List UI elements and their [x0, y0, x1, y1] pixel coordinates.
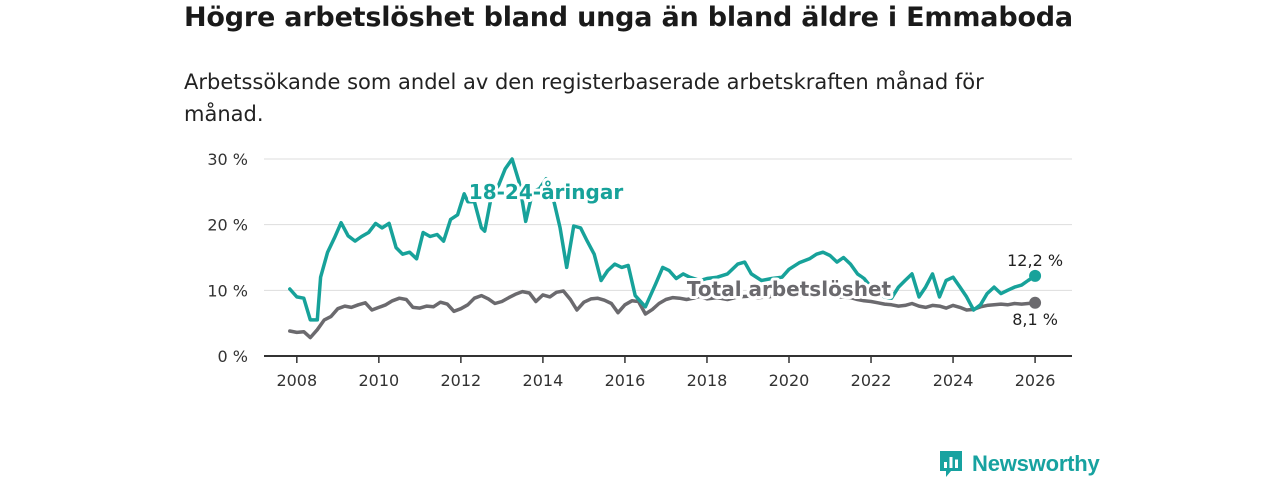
series-end-point-youth: [1029, 269, 1042, 282]
x-tick-label: 2024: [933, 371, 974, 390]
series-label-youth: 18-24-åringar: [469, 180, 624, 204]
y-tick-label: 10 %: [207, 281, 248, 300]
series-line-youth: [288, 157, 1037, 322]
y-tick-label: 30 %: [207, 150, 248, 169]
end-value-label-total: 8,1 %: [1012, 310, 1058, 329]
chart-title: Högre arbetslöshet bland unga än bland ä…: [184, 2, 1073, 33]
series-end-point-total: [1029, 296, 1042, 309]
y-tick-label: 20 %: [207, 216, 248, 235]
y-tick-label: 0 %: [218, 347, 248, 366]
series-label-total: Total arbetslöshet: [687, 277, 892, 301]
x-tick-label: 2020: [769, 371, 810, 390]
x-tick-label: 2012: [441, 371, 482, 390]
chart-subtitle: Arbetssökande som andel av den registerb…: [184, 70, 984, 126]
brand-name: Newsworthy: [972, 451, 1100, 476]
line-chart: 0 % 10 % 20 % 30 % 2008 2010 2012 2014 2016 2018 2…: [207, 150, 1072, 390]
x-tick-label: 2018: [687, 371, 728, 390]
newsworthy-logo-icon: [940, 451, 962, 477]
newsworthy-logo[interactable]: Newsworthy: [938, 449, 1100, 479]
x-tick-label: 2026: [1015, 371, 1056, 390]
x-tick-label: 2016: [605, 371, 646, 390]
x-tick-label: 2014: [523, 371, 564, 390]
series-line-total: [288, 289, 1037, 340]
x-tick-label: 2022: [851, 371, 892, 390]
end-value-label-youth: 12,2 %: [1007, 251, 1063, 270]
x-tick-label: 2008: [276, 371, 317, 390]
x-tick-label: 2010: [358, 371, 399, 390]
